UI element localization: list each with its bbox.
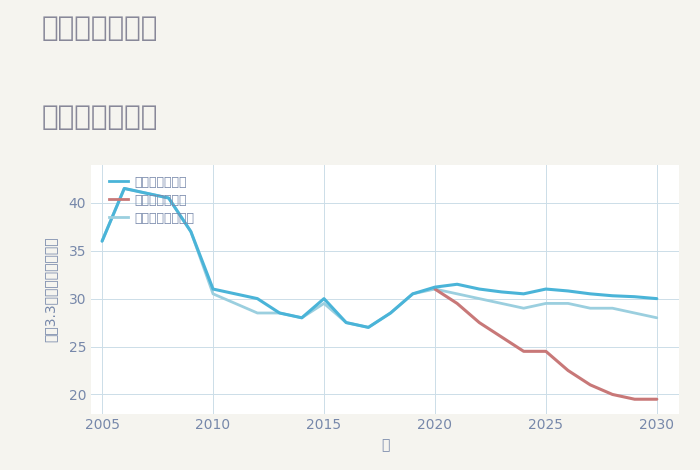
バッドシナリオ (631, 396, 639, 402)
ノーマルシナリオ (386, 310, 395, 316)
ノーマルシナリオ (430, 286, 439, 292)
グッドシナリオ (608, 293, 617, 298)
バッドシナリオ (542, 348, 550, 354)
バッドシナリオ (430, 286, 439, 292)
グッドシナリオ (164, 195, 173, 201)
ノーマルシナリオ (209, 291, 217, 297)
Line: グッドシナリオ: グッドシナリオ (102, 188, 657, 328)
グッドシナリオ (209, 286, 217, 292)
グッドシナリオ (364, 325, 372, 330)
グッドシナリオ (142, 190, 150, 196)
ノーマルシナリオ (164, 195, 173, 201)
ノーマルシナリオ (231, 301, 239, 306)
ノーマルシナリオ (519, 306, 528, 311)
ノーマルシナリオ (298, 315, 306, 321)
バッドシナリオ (608, 392, 617, 397)
ノーマルシナリオ (342, 320, 351, 325)
Y-axis label: 坪（3.3㎡）単価（万円）: 坪（3.3㎡）単価（万円） (43, 236, 57, 342)
バッドシナリオ (497, 334, 505, 340)
グッドシナリオ (120, 186, 129, 191)
グッドシナリオ (497, 289, 505, 295)
ノーマルシナリオ (120, 186, 129, 191)
ノーマルシナリオ (608, 306, 617, 311)
グッドシナリオ (430, 284, 439, 290)
ノーマルシナリオ (409, 291, 417, 297)
グッドシナリオ (187, 229, 195, 235)
ノーマルシナリオ (253, 310, 262, 316)
グッドシナリオ (586, 291, 594, 297)
グッドシナリオ (542, 286, 550, 292)
ノーマルシナリオ (453, 291, 461, 297)
ノーマルシナリオ (542, 301, 550, 306)
Text: 兵庫県妻鹿駅の: 兵庫県妻鹿駅の (42, 14, 158, 42)
グッドシナリオ (231, 291, 239, 297)
ノーマルシナリオ (142, 190, 150, 196)
バッドシナリオ (475, 320, 484, 325)
バッドシナリオ (652, 396, 661, 402)
ノーマルシナリオ (275, 310, 284, 316)
グッドシナリオ (652, 296, 661, 301)
グッドシナリオ (453, 282, 461, 287)
ノーマルシナリオ (475, 296, 484, 301)
X-axis label: 年: 年 (381, 438, 389, 452)
Line: バッドシナリオ: バッドシナリオ (435, 289, 657, 399)
グッドシナリオ (631, 294, 639, 299)
グッドシナリオ (409, 291, 417, 297)
グッドシナリオ (386, 310, 395, 316)
バッドシナリオ (453, 301, 461, 306)
グッドシナリオ (298, 315, 306, 321)
ノーマルシナリオ (320, 301, 328, 306)
ノーマルシナリオ (187, 229, 195, 235)
グッドシナリオ (475, 286, 484, 292)
グッドシナリオ (98, 238, 106, 244)
グッドシナリオ (320, 296, 328, 301)
ノーマルシナリオ (564, 301, 573, 306)
ノーマルシナリオ (586, 306, 594, 311)
Line: ノーマルシナリオ: ノーマルシナリオ (102, 188, 657, 328)
グッドシナリオ (275, 310, 284, 316)
ノーマルシナリオ (497, 301, 505, 306)
ノーマルシナリオ (364, 325, 372, 330)
ノーマルシナリオ (631, 310, 639, 316)
ノーマルシナリオ (98, 238, 106, 244)
グッドシナリオ (342, 320, 351, 325)
Legend: グッドシナリオ, バッドシナリオ, ノーマルシナリオ: グッドシナリオ, バッドシナリオ, ノーマルシナリオ (109, 176, 194, 225)
バッドシナリオ (564, 368, 573, 373)
グッドシナリオ (519, 291, 528, 297)
グッドシナリオ (253, 296, 262, 301)
Text: 土地の価格推移: 土地の価格推移 (42, 103, 158, 132)
グッドシナリオ (564, 288, 573, 294)
ノーマルシナリオ (652, 315, 661, 321)
バッドシナリオ (586, 382, 594, 388)
バッドシナリオ (519, 348, 528, 354)
